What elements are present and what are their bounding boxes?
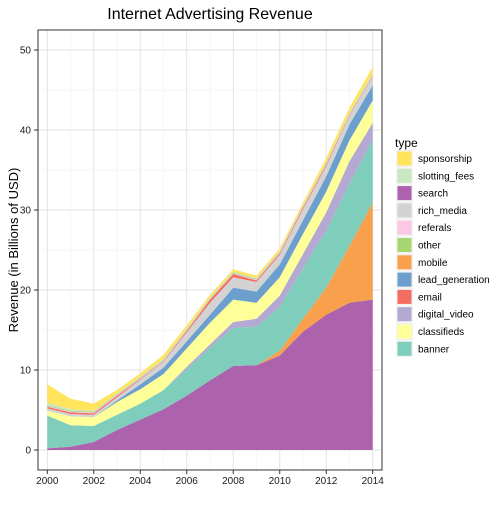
y-axis-title: Revenue (in Billions of USD): [6, 168, 21, 333]
legend-label-digital-video: digital_video: [418, 310, 474, 321]
x-tick-label: 2006: [176, 476, 199, 487]
y-tick-label: 30: [20, 206, 32, 217]
y-tick-label: 20: [20, 286, 32, 297]
legend-swatch-classifieds: [397, 324, 412, 339]
chart-title: Internet Advertising Revenue: [107, 6, 313, 23]
x-tick-label: 2014: [362, 476, 385, 487]
legend-swatch-other: [397, 238, 412, 252]
legend-swatch-mobile: [397, 255, 412, 270]
y-tick-label: 40: [20, 126, 32, 137]
x-tick-label: 2004: [129, 476, 152, 487]
y-tick-label: 0: [25, 446, 31, 457]
x-tick-label: 2000: [36, 476, 59, 487]
area-banner: [47, 139, 373, 449]
legend-label-rich-media: rich_media: [418, 206, 467, 217]
x-tick-label: 2002: [83, 476, 106, 487]
legend-swatch-banner: [397, 341, 412, 356]
legend-label-mobile: mobile: [418, 258, 448, 269]
x-tick-label: 2012: [315, 476, 338, 487]
legend-label-sponsorship: sponsorship: [418, 154, 472, 165]
area-series: [47, 66, 373, 450]
y-tick-label: 50: [20, 46, 32, 57]
legend-title: type: [395, 136, 418, 150]
legend-label-search: search: [418, 189, 448, 200]
x-tick-label: 2008: [222, 476, 245, 487]
legend-swatch-sponsorship: [397, 151, 412, 166]
legend-label-email: email: [418, 292, 442, 303]
area-mobile: [47, 202, 373, 449]
y-tick-label: 10: [20, 366, 32, 377]
legend-label-referals: referals: [418, 223, 451, 234]
legend-swatch-slotting-fees: [397, 168, 412, 183]
plot-border: [37, 29, 383, 471]
y-axis: 0 10 20 30 40 50: [20, 46, 38, 457]
legend-swatch-search: [397, 186, 412, 201]
legend-label-other: other: [418, 241, 441, 252]
legend-swatch-lead-generation: [397, 272, 412, 287]
legend-label-slotting-fees: slotting_fees: [418, 171, 474, 182]
area-search: [47, 299, 373, 450]
legend-label-classifieds: classifieds: [418, 327, 464, 338]
legend-swatch-referals: [397, 220, 412, 235]
legend-swatch-digital-video: [397, 307, 412, 322]
x-tick-label: 2010: [269, 476, 292, 487]
legend-label-lead-generation: lead_generation: [418, 275, 490, 286]
legend-swatch-email: [397, 289, 412, 304]
legend-label-banner: banner: [418, 344, 450, 355]
legend-swatch-rich-media: [397, 203, 412, 218]
x-axis: 2000 2002 2004 2006 2008 2010 2012 2014: [36, 470, 384, 487]
